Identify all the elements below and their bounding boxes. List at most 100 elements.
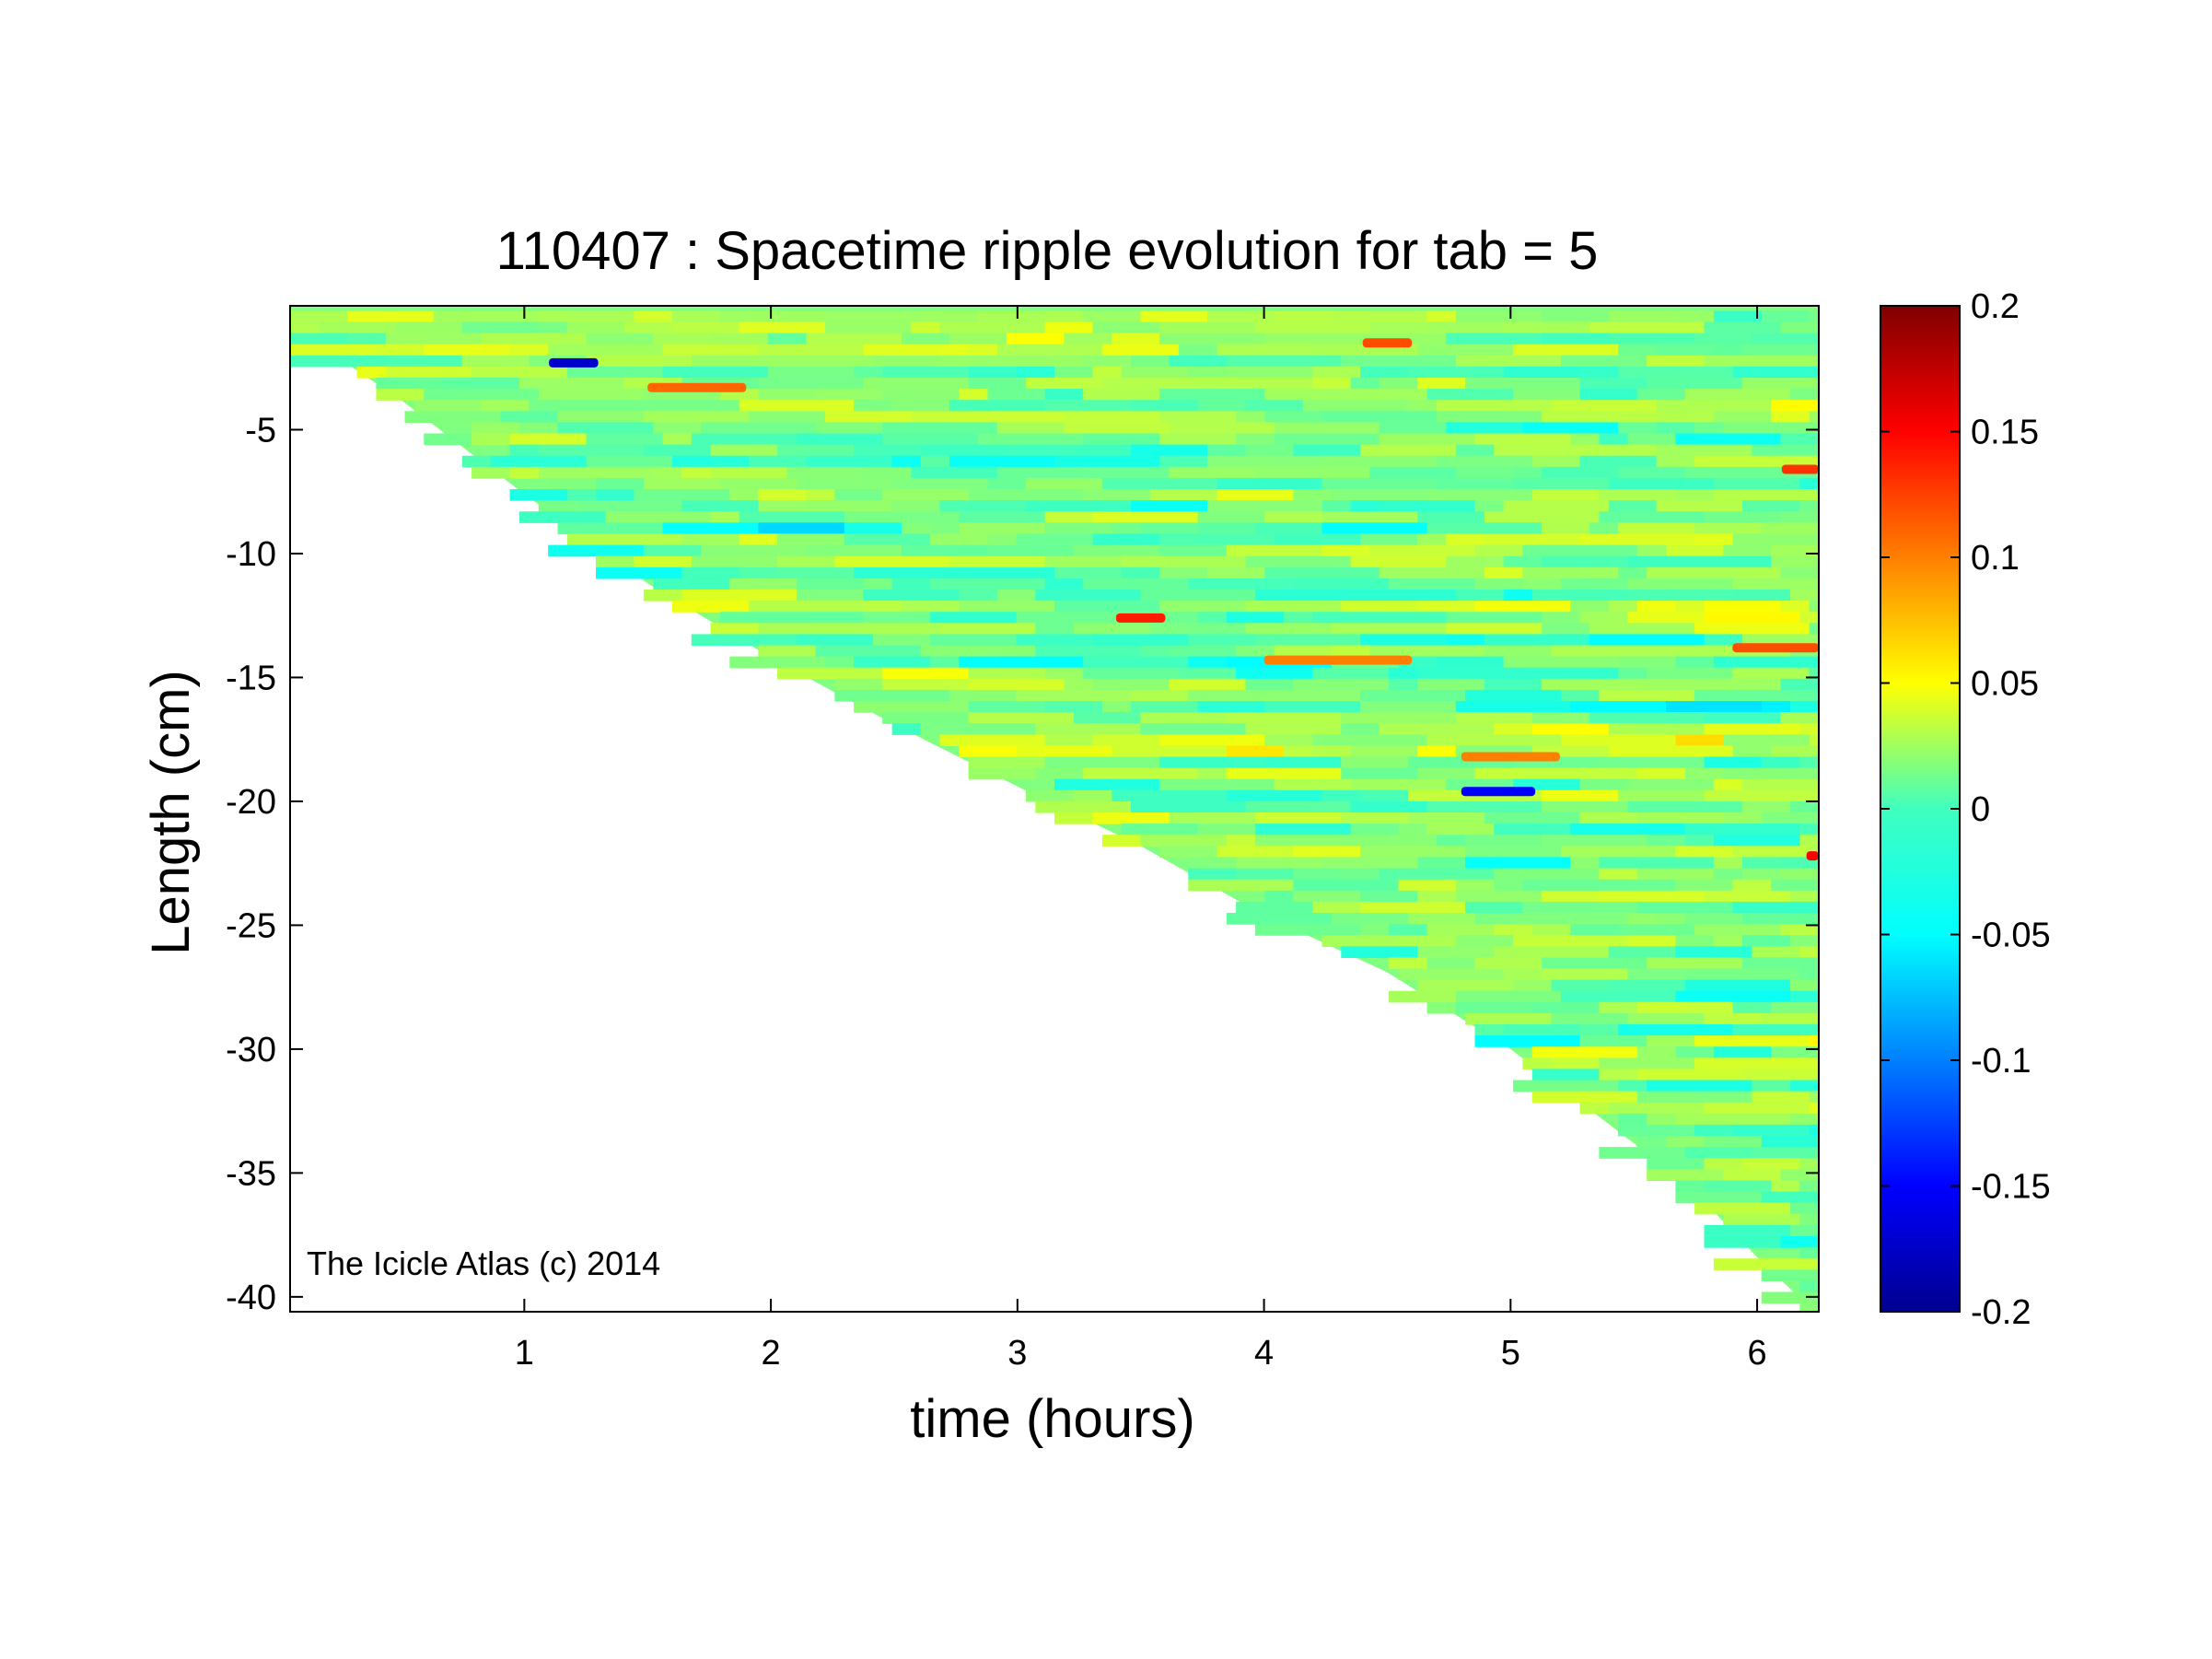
heatmap-cell [1341,835,1438,847]
heatmap-cell [1207,310,1275,323]
y-tick-label: -20 [226,783,276,822]
heatmap-cell [815,645,922,658]
heatmap-cell [1732,879,1772,892]
heatmap-cell [1073,789,1112,802]
heatmap-cell [472,433,511,446]
heatmap-cell [1694,689,1791,702]
heatmap-cell [1771,400,1810,412]
heatmap-cell [1140,835,1228,847]
heatmap-cell [1474,544,1523,557]
heatmap-cell [1465,1012,1553,1025]
heatmap-cell [290,321,320,334]
heatmap-cell [1522,901,1638,914]
heatmap-cell [1474,1024,1505,1036]
heatmap-cell [1054,366,1094,379]
heatmap-cell [1025,378,1103,390]
heatmap-cell [882,712,970,724]
heatmap-cell [1570,433,1600,446]
heatmap-cell [719,477,797,490]
heatmap-cell [1789,890,1819,903]
heatmap-cell [1771,544,1819,557]
heatmap-cell [1742,634,1819,647]
heatmap-cell [1704,890,1791,903]
heatmap-cell [949,411,1065,423]
heatmap-cell [1579,389,1638,401]
heatmap-cell [413,400,483,412]
heatmap-cell [863,601,902,613]
heatmap-cell [1284,612,1313,624]
heatmap-cell [882,489,970,501]
heatmap-cell [1159,333,1265,345]
heatmap-cell [1264,734,1313,746]
heatmap-cell [1742,935,1791,947]
heatmap-cell [1531,723,1610,735]
heatmap-cell [1264,333,1361,345]
heatmap-cell [1675,879,1734,892]
heatmap-cell [1379,612,1447,624]
heatmap-cell [959,590,998,602]
heatmap-cell [1599,1057,1695,1069]
heatmap-cell [1666,544,1724,557]
heatmap-cell [796,433,883,446]
colorbar-tick-label: -0.2 [1971,1293,2031,1332]
heatmap-cell [1044,321,1094,334]
heatmap-cell [1732,1001,1772,1014]
heatmap-cell [1704,433,1782,446]
heatmap-cell [1494,723,1533,735]
heatmap-cell [863,344,941,356]
heatmap-cell [825,411,912,423]
heatmap-cell [1312,612,1380,624]
heatmap-cell [1426,321,1505,334]
heatmap-cell [911,466,998,479]
heatmap-cell [691,555,778,568]
heatmap-cell [1780,567,1819,579]
heatmap-cell [662,433,693,446]
heatmap-cell [1761,1269,1819,1281]
heatmap-cell [834,689,950,702]
heatmap-cell [1350,778,1447,791]
heatmap-cell [1254,835,1342,847]
heatmap-cell [1780,767,1819,780]
heatmap-cell [1599,1069,1638,1081]
heatmap-cell [1771,879,1819,892]
heatmap-cell [1522,567,1581,579]
heatmap-cell [1044,756,1160,769]
heatmap-cell [1636,812,1724,824]
y-tick-label: -5 [245,411,276,450]
heatmap-cell [949,455,1055,468]
heatmap-cell [882,678,970,691]
heatmap-cell [1293,846,1361,858]
heatmap-cell [1245,444,1294,457]
heatmap-cell [1675,990,1791,1003]
heatmap-cell [891,477,988,490]
heatmap-cell [538,500,577,512]
heatmap-cell [1713,1258,1819,1270]
heatmap-cell [1599,868,1638,881]
heatmap-cell [949,689,1018,702]
colorbar-gradient [1880,305,1961,1313]
heatmap-cell [424,344,483,356]
heatmap-cell [1254,321,1370,334]
heatmap-cell [1083,310,1141,323]
heatmap-cell [1694,924,1782,936]
heatmap-cell [1207,444,1247,457]
heatmap-cell [1446,612,1543,624]
heatmap-cell [1312,734,1428,746]
heatmap-cell [643,411,750,423]
heatmap-cell [1274,778,1352,791]
heatmap-cell [968,344,998,356]
heatmap-cell [1341,712,1457,724]
heatmap-cell [1083,489,1151,501]
heatmap-cell [643,444,712,457]
heatmap-cell [911,321,941,334]
heatmap-cell [1101,378,1217,390]
heatmap-cell [433,310,540,323]
heatmap-cell [1494,824,1571,835]
heatmap-cell [1360,901,1466,914]
heatmap-cell [930,634,1018,647]
heatmap-cell [996,590,1036,602]
heatmap-cell [1159,544,1228,557]
heatmap-cell [796,477,893,490]
heatmap-cell [987,533,1018,546]
heatmap-cell [1636,868,1715,881]
